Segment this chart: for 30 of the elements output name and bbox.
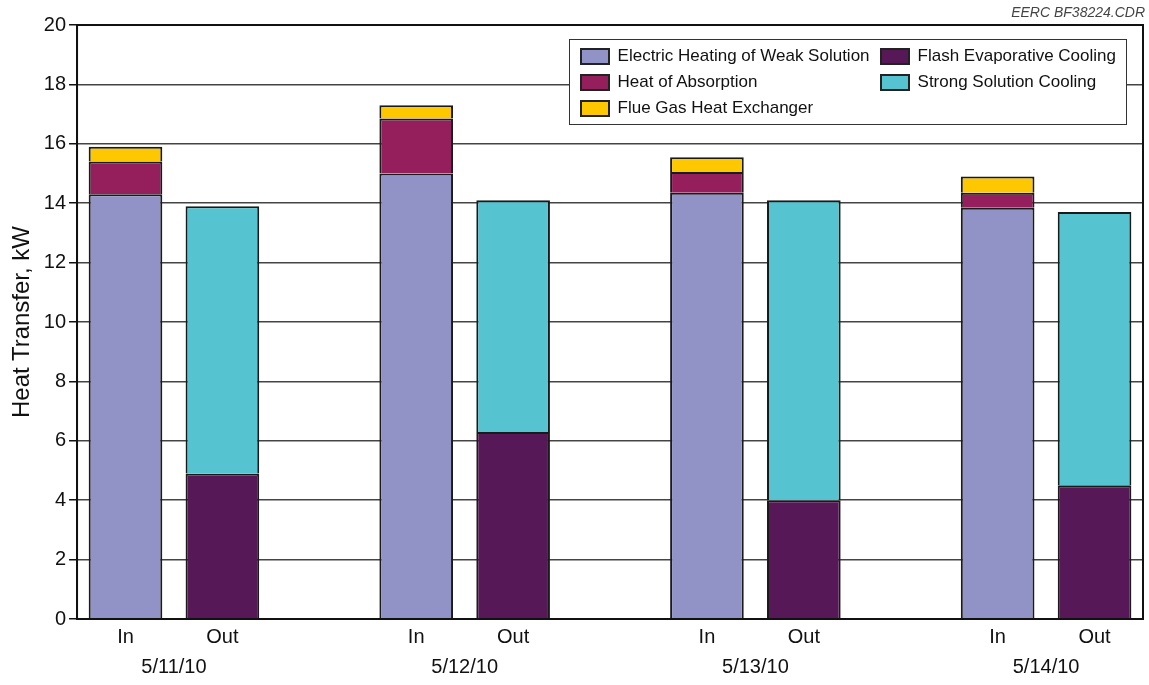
y-tick-label: 6 (54, 428, 67, 451)
legend-label: Heat of Absorption (617, 72, 758, 92)
legend-label: Flash Evaporative Cooling (917, 46, 1116, 66)
x-tick-label: Out (496, 624, 530, 647)
text: EERC BF38224.CDR (1011, 4, 1145, 20)
y-tick-label: 0 (54, 606, 67, 629)
text: 5/11/10 (141, 654, 207, 677)
y-tick-label: 10 (43, 309, 67, 332)
y-axis-title: Heat Transfer, kW (7, 225, 35, 419)
x-tick-label: Out (787, 624, 821, 647)
y-tick-label: 4 (54, 487, 67, 510)
y-tick-label: 14 (43, 190, 67, 213)
x-tick-label: Out (1078, 624, 1112, 647)
text: 5/13/10 (722, 654, 789, 677)
text: 5/14/10 (1012, 654, 1080, 677)
text: 5/12/10 (431, 654, 499, 677)
legend-label: Strong Solution Cooling (917, 72, 1097, 92)
y-tick-label: 16 (43, 131, 67, 154)
x-tick-label: In (407, 624, 425, 647)
legend-label: Flue Gas Heat Exchanger (617, 98, 814, 118)
x-tick-label: In (698, 624, 716, 647)
y-tick-label: 2 (54, 547, 67, 570)
y-tick-label: 20 (43, 12, 67, 35)
legend-label: Electric Heating of Weak Solution (617, 46, 870, 66)
y-tick-label: 12 (43, 250, 67, 273)
y-tick-label: 8 (54, 368, 67, 391)
x-tick-label: In (989, 624, 1006, 647)
x-tick-label: In (117, 624, 134, 647)
y-tick-label: 18 (43, 71, 67, 94)
x-tick-label: Out (206, 624, 239, 647)
